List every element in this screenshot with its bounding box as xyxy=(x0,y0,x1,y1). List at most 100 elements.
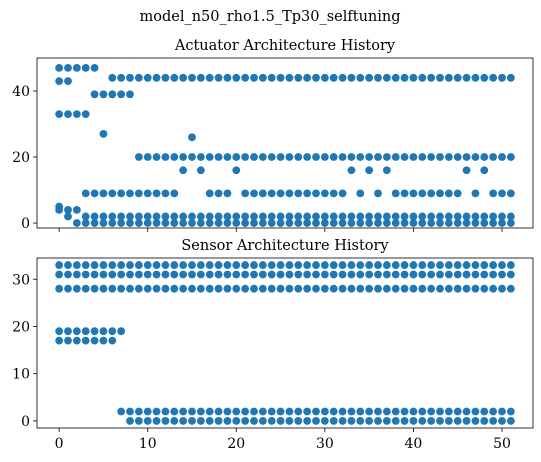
actuator-data-point xyxy=(196,153,205,161)
sensor-data-point xyxy=(55,327,64,336)
actuator-data-point xyxy=(170,153,179,161)
sensor-data-point xyxy=(480,407,489,416)
sensor-data-point xyxy=(471,261,480,269)
sensor-data-point xyxy=(356,284,365,293)
sensor-data-point xyxy=(152,284,161,293)
actuator-data-point xyxy=(126,73,134,82)
sensor-data-point xyxy=(285,261,294,269)
actuator-data-point xyxy=(152,189,161,198)
actuator-data-point xyxy=(444,153,453,161)
actuator-data-point xyxy=(250,212,258,221)
sensor-data-point xyxy=(214,284,223,293)
actuator-data-point xyxy=(427,153,436,161)
sensor-data-point xyxy=(72,270,81,279)
sensor-data-point xyxy=(427,407,436,416)
sensor-data-point xyxy=(356,261,365,269)
sensor-data-point xyxy=(312,407,320,416)
sensor-data-point xyxy=(134,270,143,279)
sensor-data-point xyxy=(338,417,347,425)
actuator-data-point xyxy=(241,153,250,161)
sensor-data-point xyxy=(427,284,436,293)
sensor-data-point xyxy=(81,327,90,336)
actuator-data-point xyxy=(232,166,241,175)
sensor-plot-frame xyxy=(36,257,534,429)
sensor-data-point xyxy=(250,270,258,279)
actuator-data-point xyxy=(90,189,99,198)
sensor-data-point xyxy=(382,284,391,293)
sensor-data-point xyxy=(232,284,241,293)
sensor-data-point xyxy=(356,270,365,279)
actuator-data-point xyxy=(400,73,409,82)
actuator-data-point xyxy=(356,153,365,161)
actuator-data-point xyxy=(462,166,471,175)
actuator-data-point xyxy=(55,64,64,72)
sensor-data-point xyxy=(196,417,205,425)
sensor-data-point xyxy=(241,261,250,269)
actuator-data-point xyxy=(294,73,303,82)
actuator-data-point xyxy=(267,153,276,161)
actuator-data-point xyxy=(117,189,126,198)
actuator-data-point xyxy=(126,219,134,227)
actuator-data-point xyxy=(498,219,506,227)
actuator-data-point xyxy=(498,73,506,82)
sensor-data-point xyxy=(285,417,294,425)
sensor-data-point xyxy=(489,270,498,279)
actuator-data-point xyxy=(81,189,90,198)
sensor-data-point xyxy=(356,407,365,416)
sensor-data-point xyxy=(108,261,117,269)
actuator-data-point xyxy=(81,212,90,221)
sensor-data-point xyxy=(143,417,152,425)
sensor-data-point xyxy=(99,261,108,269)
sensor-data-point xyxy=(188,270,196,279)
sensor-data-point xyxy=(196,270,205,279)
sensor-data-point xyxy=(134,284,143,293)
actuator-data-point xyxy=(409,189,418,198)
sensor-panel: Sensor Architecture History 0 10 20 30 40 500… xyxy=(12,238,534,452)
sensor-data-point xyxy=(391,407,400,416)
sensor-data-point xyxy=(55,270,64,279)
actuator-data-point xyxy=(320,73,329,82)
sensor-data-point xyxy=(64,284,72,293)
sensor-data-point xyxy=(462,261,471,269)
sensor-data-point xyxy=(117,327,126,336)
actuator-data-point xyxy=(99,212,108,221)
actuator-data-point xyxy=(179,153,188,161)
sensor-data-point xyxy=(117,270,126,279)
actuator-data-point xyxy=(471,219,480,227)
sensor-data-point xyxy=(99,327,108,336)
sensor-data-point xyxy=(276,417,285,425)
actuator-data-point xyxy=(205,212,214,221)
actuator-data-point xyxy=(170,73,179,82)
actuator-data-point xyxy=(418,189,427,198)
sensor-data-point xyxy=(223,407,232,416)
sensor-data-point xyxy=(72,261,81,269)
sensor-data-point xyxy=(489,417,498,425)
sensor-data-point xyxy=(267,261,276,269)
sensor-data-point xyxy=(90,261,99,269)
actuator-data-point xyxy=(436,153,444,161)
actuator-data-point xyxy=(188,219,196,227)
actuator-data-point xyxy=(90,212,99,221)
actuator-data-point xyxy=(382,212,391,221)
sensor-data-point xyxy=(312,261,320,269)
actuator-data-point xyxy=(453,189,462,198)
sensor-data-point xyxy=(179,407,188,416)
sensor-data-point xyxy=(498,270,506,279)
sensor-data-point xyxy=(223,417,232,425)
actuator-data-point xyxy=(400,219,409,227)
sensor-data-point xyxy=(267,417,276,425)
actuator-data-point xyxy=(250,189,258,198)
sensor-data-point xyxy=(506,407,515,416)
sensor-data-point xyxy=(161,284,170,293)
sensor-data-point xyxy=(347,284,356,293)
actuator-data-point xyxy=(250,219,258,227)
sensor-data-point xyxy=(285,270,294,279)
actuator-data-point xyxy=(276,73,285,82)
actuator-data-point xyxy=(72,110,81,119)
actuator-data-point xyxy=(338,73,347,82)
actuator-data-point xyxy=(294,212,303,221)
sensor-data-point xyxy=(374,284,382,293)
actuator-data-point xyxy=(320,212,329,221)
sensor-data-point xyxy=(117,284,126,293)
actuator-data-point xyxy=(285,189,294,198)
